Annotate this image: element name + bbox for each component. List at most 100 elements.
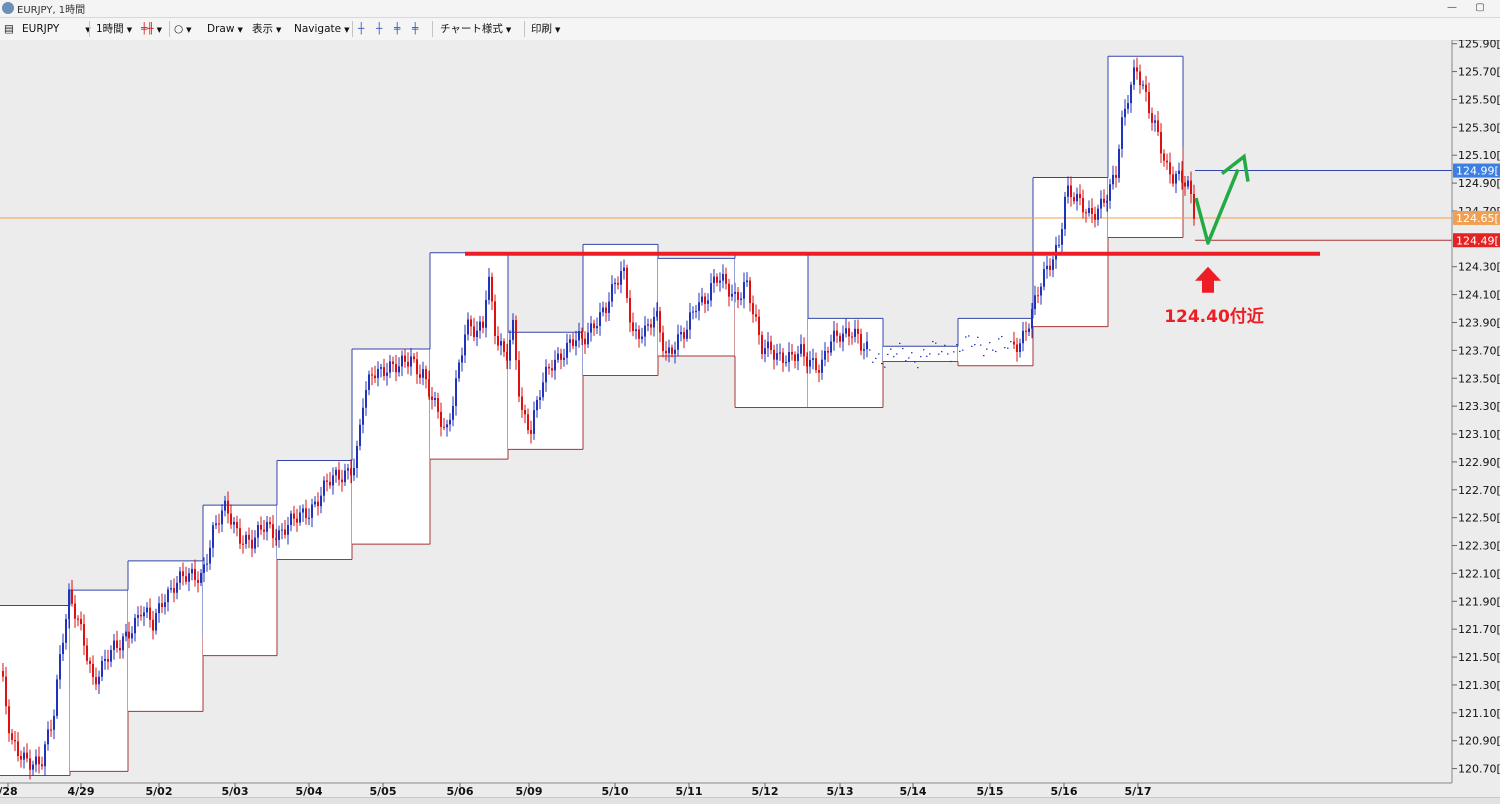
flat-candle [947, 353, 949, 355]
candle-body [854, 328, 856, 337]
candle-body [680, 332, 682, 335]
flat-candle [1007, 347, 1009, 349]
candle-body [116, 640, 118, 648]
candle-body [38, 756, 40, 765]
candle-body [443, 426, 445, 428]
candle-body [689, 312, 691, 330]
time-tick-label: 5/14 [900, 785, 927, 797]
flat-candle [980, 344, 982, 346]
candle-body [821, 359, 823, 373]
symbol-dropdown[interactable]: EURJPY ▼ [22, 21, 91, 37]
flat-candle [905, 360, 907, 362]
time-tick-label: 5/11 [676, 785, 703, 797]
price-tick-label: 120.90[ [1458, 735, 1500, 748]
candle-body [830, 341, 832, 353]
navigate-menu[interactable]: Navigate ▼ [294, 21, 350, 37]
candle-body [743, 282, 745, 299]
candle-body [866, 341, 868, 350]
candle-body [521, 396, 523, 410]
candle-body [149, 607, 151, 620]
price-tick-label: 125.10[ [1458, 149, 1500, 162]
candle-body [527, 414, 529, 431]
candle-body [221, 510, 223, 525]
price-tag-red [1453, 233, 1500, 248]
range-box-fill [128, 560, 203, 712]
candle-style-icon[interactable]: ╪╫ ▼ [141, 23, 163, 35]
flat-candle [953, 351, 955, 353]
candle-body [797, 353, 799, 361]
chart-style-menu[interactable]: チャート様式 ▼ [440, 21, 511, 37]
flat-candle [977, 336, 979, 338]
candle-body [194, 568, 196, 580]
draw-label: Draw [207, 23, 235, 35]
candle-body [86, 645, 88, 661]
candle-body [209, 547, 211, 564]
price-chart[interactable]: 124.40付近 125.90[125.70[125.50[125.30[125… [0, 40, 1500, 797]
candle-body [74, 603, 76, 619]
candle-body [23, 752, 25, 760]
candle-body [608, 301, 610, 313]
candle-body [386, 372, 388, 376]
candle-body [509, 339, 511, 361]
flat-candle [878, 353, 880, 355]
toolbar-separator [169, 21, 170, 37]
candle-body [620, 271, 622, 285]
candle-body [617, 282, 619, 285]
candle-body [188, 573, 190, 582]
candle-body [584, 338, 586, 345]
annotation-group: 124.40付近 [1164, 153, 1264, 327]
zoom-in-icon[interactable]: ┼ [358, 23, 365, 35]
print-menu[interactable]: 印刷 ▼ [531, 21, 560, 37]
candle-body [314, 501, 316, 505]
candle-body [1088, 207, 1090, 214]
range-box-fill [958, 318, 1033, 366]
candle-body [659, 311, 661, 333]
draw-menu[interactable]: Draw ▼ [207, 21, 243, 37]
candle-body [92, 663, 94, 678]
candle-body [542, 382, 544, 398]
candle-body [725, 273, 727, 284]
candle-body [26, 752, 28, 759]
restore-button[interactable]: ▢ [1475, 2, 1485, 13]
chart-type-icon[interactable]: ▤ [4, 23, 14, 35]
candle-body [206, 563, 208, 565]
candle-body [89, 660, 91, 664]
candle-body [590, 323, 592, 333]
candle-body [1130, 84, 1132, 104]
candle-body [107, 658, 109, 662]
flat-candle [989, 342, 991, 344]
zoom-out-icon[interactable]: ┼ [376, 23, 383, 35]
scroll-left-icon[interactable]: ╪ [394, 23, 401, 35]
chevron-down-icon: ▼ [505, 26, 512, 34]
flat-candle [998, 338, 1000, 340]
candle-body [110, 650, 112, 662]
scroll-right-icon[interactable]: ╪ [412, 23, 419, 35]
candle-body [1106, 200, 1108, 203]
candle-body [215, 523, 217, 526]
price-tag-orange [1453, 210, 1500, 225]
candle-body [335, 469, 337, 476]
candle-body [83, 624, 85, 646]
flat-candle [887, 353, 889, 356]
candle-body [839, 335, 841, 342]
candle-body [173, 588, 175, 593]
flat-candle [974, 344, 976, 346]
candle-body [782, 352, 784, 363]
candle-body [419, 374, 421, 378]
candle-body [1121, 117, 1123, 149]
candle-body [476, 330, 478, 338]
view-menu[interactable]: 表示 ▼ [252, 21, 281, 37]
candle-body [806, 356, 808, 367]
candle-body [707, 300, 709, 304]
candle-body [818, 370, 820, 373]
time-tick-label: 5/16 [1051, 785, 1078, 797]
chevron-down-icon: ▼ [126, 26, 133, 34]
candle-body [596, 326, 598, 329]
candle-body [557, 353, 559, 360]
timeframe-dropdown[interactable]: 1時間 ▼ [96, 21, 132, 37]
price-tick-label: 125.90[ [1458, 40, 1500, 51]
shape-tool-icon[interactable]: ○ ▼ [174, 23, 192, 35]
candle-body [140, 614, 142, 617]
minimize-button[interactable]: — [1447, 2, 1457, 13]
candle-body [68, 589, 70, 620]
